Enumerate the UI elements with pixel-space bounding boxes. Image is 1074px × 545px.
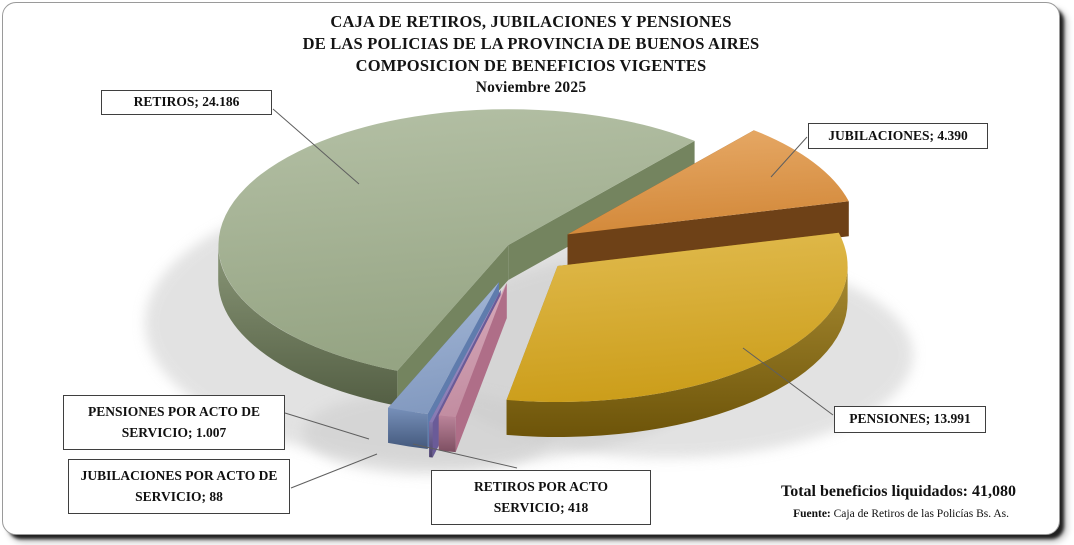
source-text: Caja de Retiros de las Policías Bs. As. (830, 508, 1009, 520)
total-benefits-label: Total beneficios liquidados: 41,080 (780, 483, 1016, 500)
callout-line (290, 453, 378, 489)
source-note: Fuente: Caja de Retiros de las Policías … (793, 508, 1009, 520)
callout-pensiones-por-acto: PENSIONES POR ACTO DE SERVICIO; 1.007 (63, 395, 285, 450)
callout-jubilaciones-por-acto: JUBILACIONES POR ACTO DE SERVICIO; 88 (68, 459, 290, 514)
slice-rim (388, 407, 428, 449)
callout-line (272, 108, 360, 185)
slice-rim (429, 422, 433, 458)
callout-line (770, 136, 808, 178)
slice-top (388, 282, 499, 414)
callout-line (742, 347, 834, 416)
callout-pensiones: PENSIONES; 13.991 (834, 406, 986, 433)
source-prefix: Fuente: (793, 508, 831, 520)
slice-top (567, 130, 849, 235)
slice-rim (218, 245, 398, 406)
slice-rim (438, 415, 456, 453)
pie-slice-retiros-por-acto-servicio (438, 283, 507, 453)
callout-retiros: RETIROS; 24.186 (101, 90, 272, 115)
callout-jubilaciones: JUBILACIONES; 4.390 (808, 123, 988, 149)
slice-cut-face (567, 201, 849, 270)
slice-top (438, 283, 507, 418)
chart-frame: CAJA DE RETIROS, JUBILACIONES Y PENSIONE… (2, 2, 1060, 535)
slice-cut-face (397, 245, 509, 406)
slice-cut-face (508, 140, 695, 281)
slice-top (218, 109, 695, 371)
pie-slice-pensiones (506, 232, 848, 438)
callout-line (412, 443, 518, 469)
pie-slice-jubilaciones (567, 130, 849, 270)
callout-retiros-por-acto: RETIROS POR ACTO SERVICIO; 418 (431, 470, 651, 525)
slice-top (506, 232, 848, 403)
pie-slice-retiros (218, 109, 695, 406)
pie-chart-canvas (145, 108, 913, 489)
slice-rim (506, 266, 848, 438)
slice-top (429, 290, 501, 423)
callout-line (284, 412, 370, 440)
